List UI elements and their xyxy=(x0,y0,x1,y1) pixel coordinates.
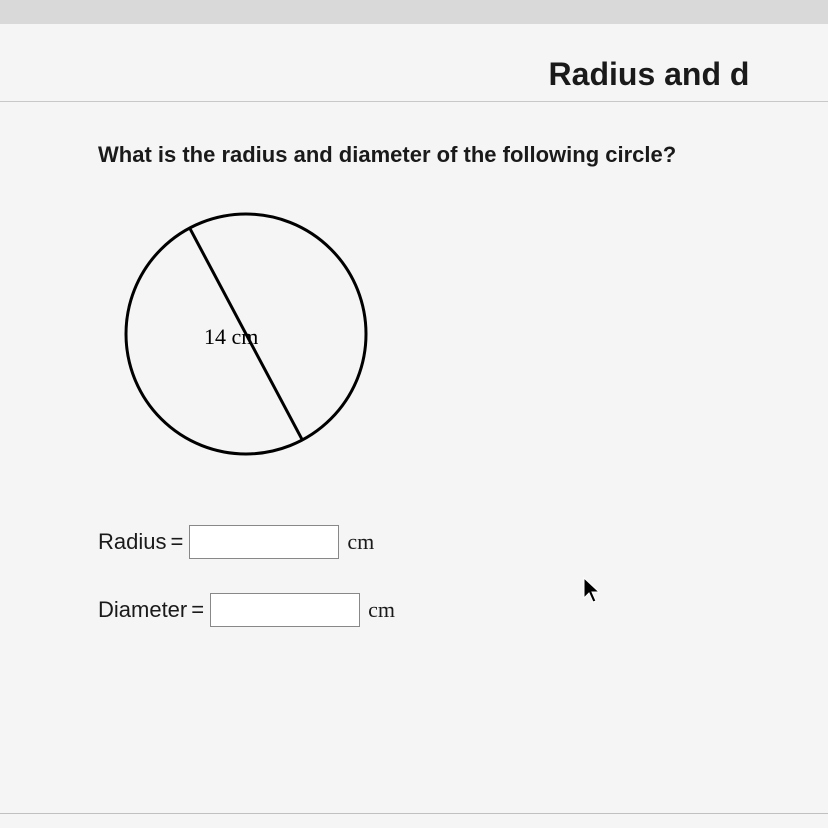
content-panel: Radius and d What is the radius and diam… xyxy=(0,24,828,828)
diameter-row: Diameter = cm xyxy=(98,593,828,627)
diameter-input[interactable] xyxy=(210,593,360,627)
circle-svg: 14 cm xyxy=(116,204,376,464)
equals-sign: = xyxy=(191,597,204,623)
diameter-label: 14 cm xyxy=(204,324,258,349)
radius-input[interactable] xyxy=(189,525,339,559)
page-title: Radius and d xyxy=(0,56,828,93)
radius-unit: cm xyxy=(347,529,374,555)
header-region: Radius and d xyxy=(0,24,828,102)
diameter-unit: cm xyxy=(368,597,395,623)
question-text: What is the radius and diameter of the f… xyxy=(98,142,828,168)
circle-figure: 14 cm xyxy=(116,204,828,469)
radius-label: Radius xyxy=(98,529,166,555)
bottom-divider xyxy=(0,813,828,814)
answer-rows: Radius = cm Diameter = cm xyxy=(98,525,828,627)
top-strip xyxy=(0,0,828,24)
question-area: What is the radius and diameter of the f… xyxy=(0,102,828,627)
radius-row: Radius = cm xyxy=(98,525,828,559)
diameter-label-text: Diameter xyxy=(98,597,187,623)
equals-sign: = xyxy=(170,529,183,555)
